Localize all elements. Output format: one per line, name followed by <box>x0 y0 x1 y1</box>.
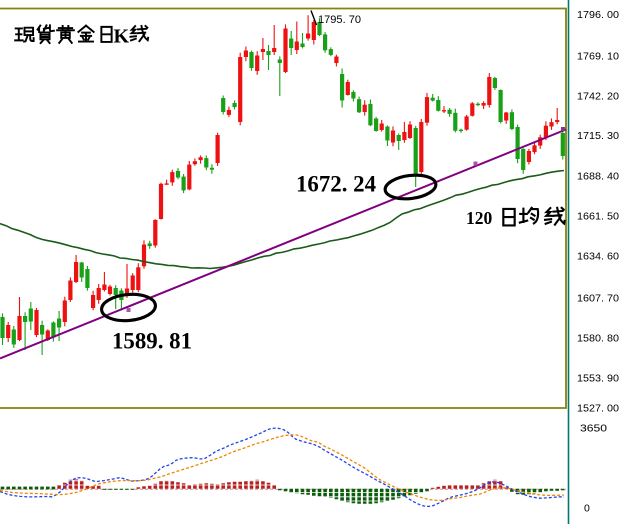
svg-text:120: 120 <box>466 208 493 228</box>
svg-text:3650: 3650 <box>580 422 607 434</box>
svg-text:1672. 24: 1672. 24 <box>296 172 376 198</box>
svg-text:1688. 40: 1688. 40 <box>577 170 619 182</box>
svg-text:1553. 90: 1553. 90 <box>577 372 619 384</box>
svg-text:1527. 00: 1527. 00 <box>577 402 619 414</box>
svg-text:1589. 81: 1589. 81 <box>112 329 192 355</box>
svg-text:0: 0 <box>584 502 590 514</box>
svg-text:1796. 00: 1796. 00 <box>577 9 619 21</box>
svg-text:1742. 20: 1742. 20 <box>577 90 619 102</box>
svg-text:1769. 10: 1769. 10 <box>577 50 619 62</box>
svg-text:K: K <box>114 26 130 48</box>
svg-text:1795. 70: 1795. 70 <box>318 14 361 26</box>
svg-text:1715. 30: 1715. 30 <box>577 130 619 142</box>
svg-text:1607. 70: 1607. 70 <box>577 292 619 304</box>
svg-text:1661. 50: 1661. 50 <box>577 210 619 222</box>
svg-text:1634. 60: 1634. 60 <box>577 250 619 262</box>
svg-text:1580. 80: 1580. 80 <box>577 332 619 344</box>
